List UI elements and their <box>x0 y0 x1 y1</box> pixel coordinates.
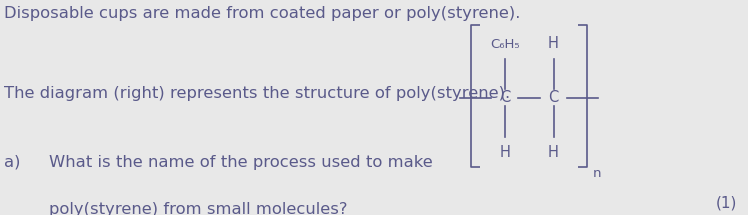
Text: C: C <box>500 90 510 105</box>
Text: The diagram (right) represents the structure of poly(styrene).: The diagram (right) represents the struc… <box>4 86 510 101</box>
Text: C₆H₅: C₆H₅ <box>490 38 520 51</box>
Text: What is the name of the process used to make: What is the name of the process used to … <box>49 155 432 170</box>
Text: H: H <box>548 145 559 160</box>
Text: Disposable cups are made from coated paper or poly(styrene).: Disposable cups are made from coated pap… <box>4 6 520 22</box>
Text: C: C <box>548 90 559 105</box>
Text: n: n <box>593 167 601 180</box>
Text: H: H <box>548 35 559 51</box>
Text: poly(styrene) from small molecules?: poly(styrene) from small molecules? <box>49 202 347 215</box>
Text: (1): (1) <box>715 196 737 211</box>
Text: a): a) <box>4 155 20 170</box>
Text: H: H <box>500 145 510 160</box>
